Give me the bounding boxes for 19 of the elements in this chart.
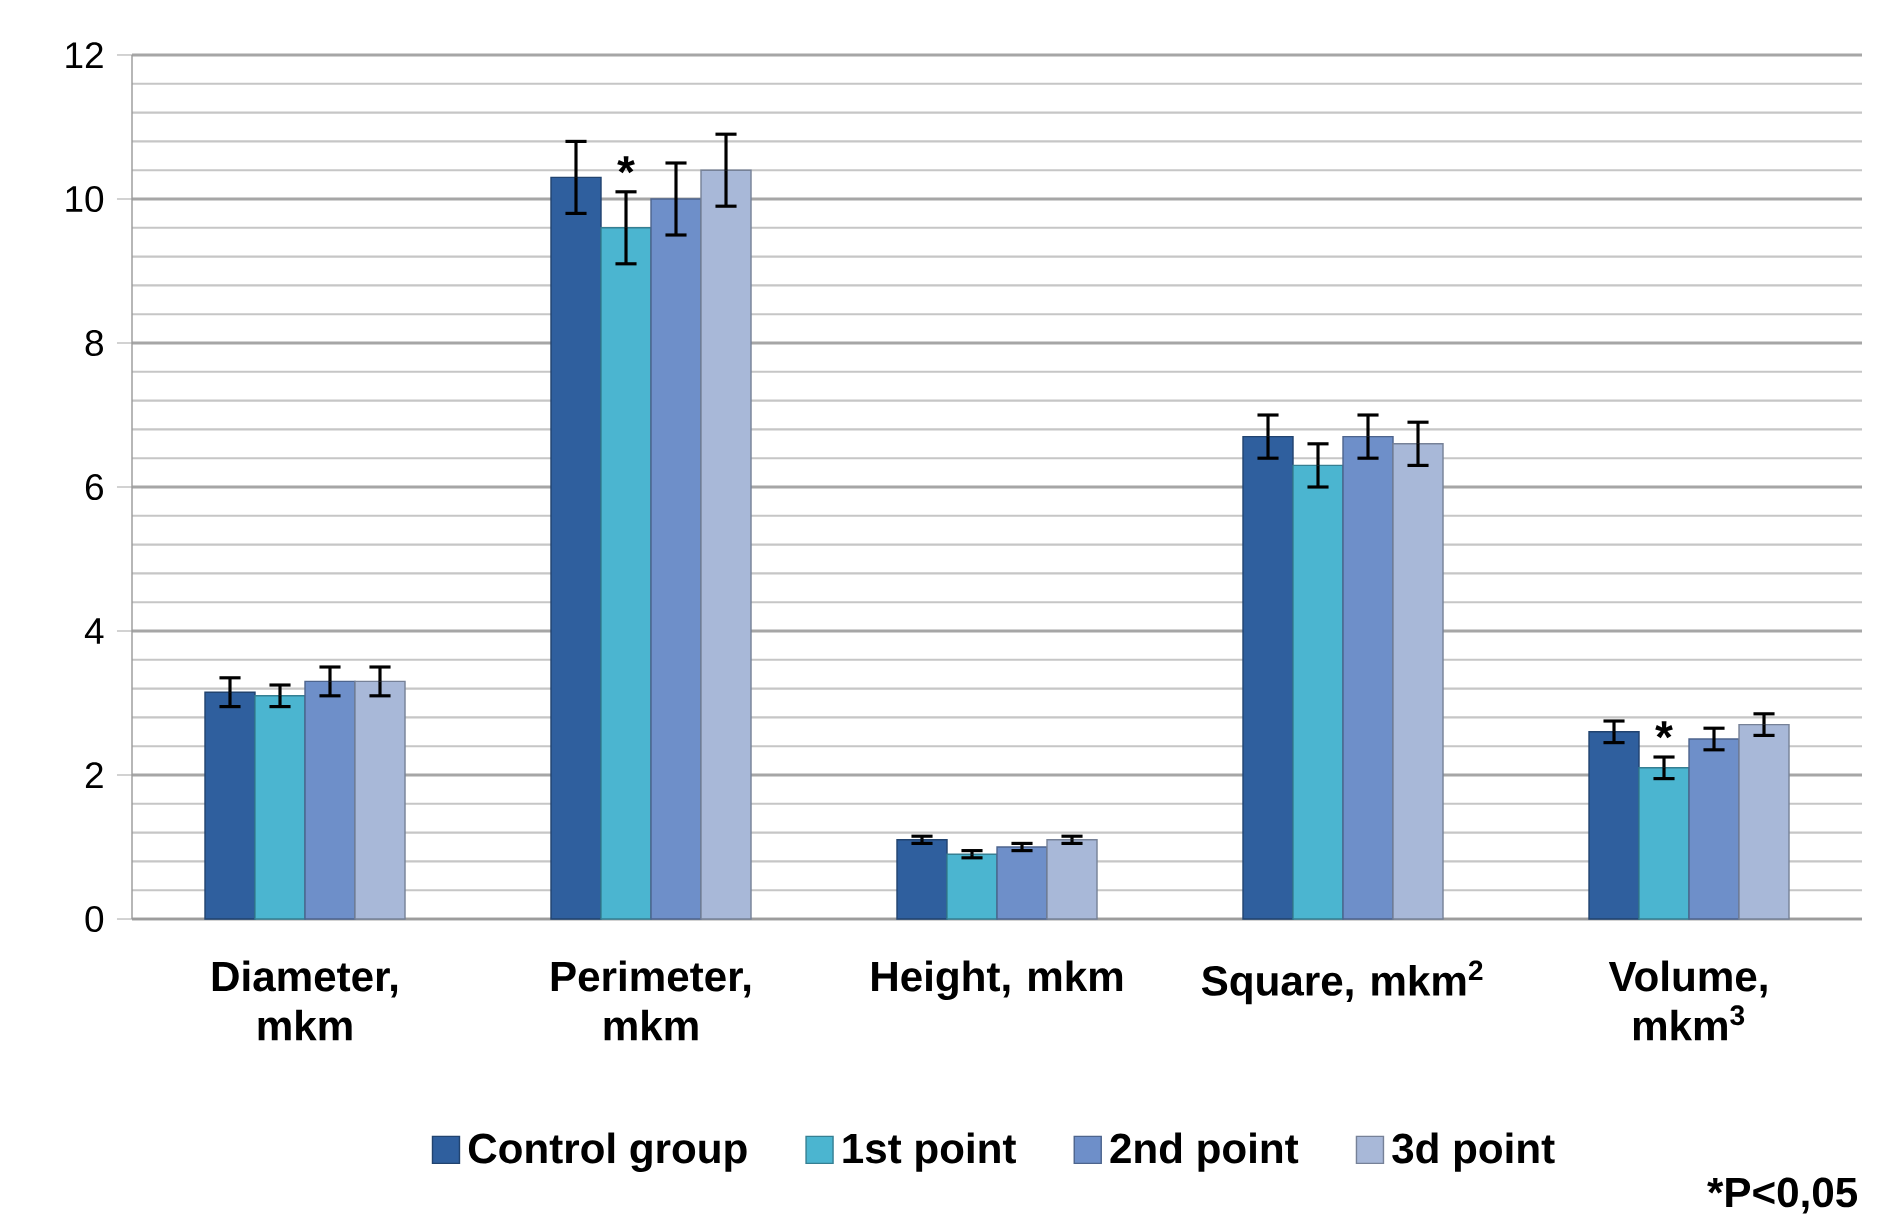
x-tick-label: Perimeter, mkm (551, 960, 751, 1041)
x-tick-label: Volume, mkm$^{3}$ (1608, 960, 1767, 1041)
y-tick-label: 2 (85, 762, 103, 788)
y-tick-label: 12 (66, 42, 103, 68)
x-tick-label: Diameter, mkm (212, 960, 398, 1041)
legend-label: 2nd point (1110, 1132, 1299, 1172)
y-tick-label: 10 (66, 185, 104, 213)
x-tick-label: Height, mkm (872, 960, 1123, 1000)
text: *P<0,05 (1707, 1177, 1858, 1214)
annotation: * (1655, 721, 1673, 739)
legend-label: Control group (468, 1132, 747, 1172)
annotation: * (617, 156, 635, 174)
y-tick-label: 0 (85, 905, 104, 933)
y-tick-label: 6 (85, 473, 103, 501)
legend-label: 3d point (1392, 1132, 1555, 1172)
x-tick-label: Square, mkm$^{2}$ (1201, 960, 1483, 1005)
y-tick-label: 8 (85, 329, 103, 357)
y-tick-label: 4 (84, 618, 104, 644)
legend-label: 1st point (843, 1132, 1016, 1172)
